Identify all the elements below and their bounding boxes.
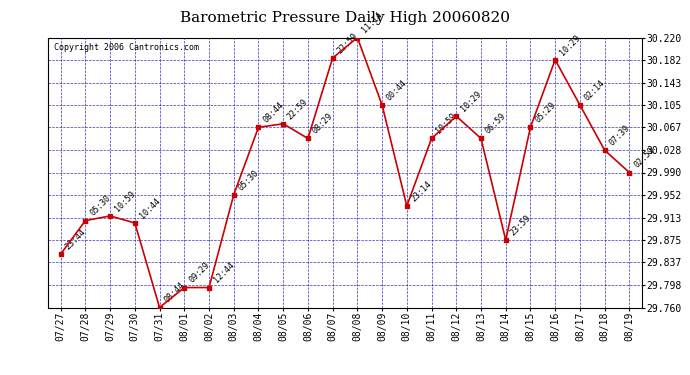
Text: 10:29: 10:29 xyxy=(459,89,483,113)
Text: 09:29: 09:29 xyxy=(187,261,211,285)
Text: 22:59: 22:59 xyxy=(335,31,359,55)
Text: 05:29: 05:29 xyxy=(533,100,558,124)
Text: 08:44: 08:44 xyxy=(162,280,186,305)
Text: Barometric Pressure Daily High 20060820: Barometric Pressure Daily High 20060820 xyxy=(180,11,510,25)
Text: 23:14: 23:14 xyxy=(410,179,433,203)
Text: 07:39: 07:39 xyxy=(607,123,631,147)
Text: 10:29: 10:29 xyxy=(558,33,582,57)
Text: 00:44: 00:44 xyxy=(385,78,409,102)
Text: 23:44: 23:44 xyxy=(63,227,88,251)
Text: 11:14: 11:14 xyxy=(360,10,384,35)
Text: 06:59: 06:59 xyxy=(484,112,508,136)
Text: 08:29: 08:29 xyxy=(310,112,335,136)
Text: 05:30: 05:30 xyxy=(237,168,261,192)
Text: 12:44: 12:44 xyxy=(212,261,236,285)
Text: 02:59: 02:59 xyxy=(632,146,656,170)
Text: Copyright 2006 Cantronics.com: Copyright 2006 Cantronics.com xyxy=(55,43,199,52)
Text: 02:14: 02:14 xyxy=(582,78,607,102)
Text: 23:59: 23:59 xyxy=(509,213,533,237)
Text: 05:30: 05:30 xyxy=(88,194,112,218)
Text: 08:44: 08:44 xyxy=(262,100,285,124)
Text: 10:59: 10:59 xyxy=(434,112,458,136)
Text: 10:44: 10:44 xyxy=(137,196,161,220)
Text: 10:59: 10:59 xyxy=(113,189,137,213)
Text: 22:59: 22:59 xyxy=(286,97,310,121)
